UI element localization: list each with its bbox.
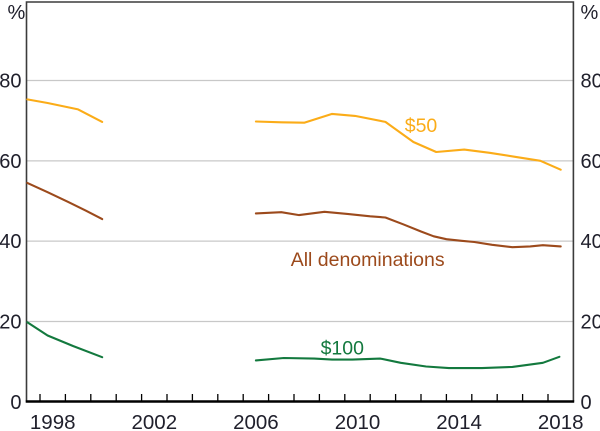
- y-tick-label-right-0: 0: [581, 392, 592, 414]
- x-tick-label-1998: 1998: [30, 411, 76, 431]
- y-tick-label-left-20: 20: [0, 311, 22, 333]
- series-line-2-segment-1: [254, 355, 561, 370]
- y-tick-label-left-80: 80: [0, 71, 22, 93]
- y-tick-label-left-40: 40: [0, 231, 22, 253]
- x-tick-label-2010: 2010: [335, 411, 381, 431]
- series-label-1: All denominations: [291, 249, 445, 271]
- y-tick-label-right-80: 80: [581, 71, 600, 93]
- series-line-1-segment-0: [26, 181, 104, 221]
- y-axis-unit-left: %: [8, 2, 26, 24]
- series-line-1-segment-1: [254, 210, 562, 249]
- x-tick-label-2014: 2014: [436, 411, 482, 431]
- series-label-0: $50: [405, 115, 438, 137]
- series-line-0-segment-0: [26, 98, 104, 123]
- series-line-2-segment-0: [26, 321, 104, 359]
- y-tick-label-right-60: 60: [581, 151, 600, 173]
- y-tick-label-right-20: 20: [581, 311, 600, 333]
- x-tick-label-2018: 2018: [538, 411, 584, 431]
- y-tick-label-right-40: 40: [581, 231, 600, 253]
- y-axis-unit-right: %: [581, 2, 599, 24]
- series-line-0-segment-1: [254, 112, 562, 171]
- plot-frame: [25, 1, 575, 402]
- series-label-2: $100: [321, 338, 365, 360]
- x-tick-label-2006: 2006: [233, 411, 279, 431]
- x-tick-label-2002: 2002: [131, 411, 177, 431]
- y-tick-label-left-60: 60: [0, 151, 22, 173]
- y-tick-label-left-0: 0: [10, 392, 21, 414]
